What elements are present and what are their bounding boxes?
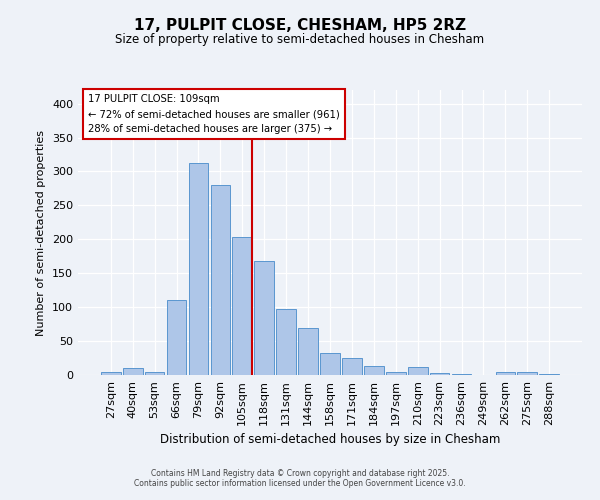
Bar [123, 368, 143, 375]
Text: Contains HM Land Registry data © Crown copyright and database right 2025.: Contains HM Land Registry data © Crown c… [151, 468, 449, 477]
Y-axis label: Number of semi-detached properties: Number of semi-detached properties [37, 130, 46, 336]
Bar [101, 372, 121, 375]
Bar [276, 308, 296, 375]
Bar [232, 236, 252, 375]
Bar [254, 261, 274, 375]
Bar [211, 185, 230, 375]
X-axis label: Distribution of semi-detached houses by size in Chesham: Distribution of semi-detached houses by … [160, 434, 500, 446]
Text: Contains public sector information licensed under the Open Government Licence v3: Contains public sector information licen… [134, 478, 466, 488]
Bar [408, 367, 428, 375]
Bar [145, 372, 164, 375]
Text: 17, PULPIT CLOSE, CHESHAM, HP5 2RZ: 17, PULPIT CLOSE, CHESHAM, HP5 2RZ [134, 18, 466, 32]
Bar [298, 328, 318, 375]
Bar [386, 372, 406, 375]
Bar [188, 164, 208, 375]
Text: Size of property relative to semi-detached houses in Chesham: Size of property relative to semi-detach… [115, 32, 485, 46]
Bar [364, 366, 384, 375]
Bar [320, 352, 340, 375]
Bar [430, 373, 449, 375]
Bar [517, 372, 537, 375]
Bar [167, 300, 187, 375]
Bar [342, 358, 362, 375]
Text: 17 PULPIT CLOSE: 109sqm
← 72% of semi-detached houses are smaller (961)
28% of s: 17 PULPIT CLOSE: 109sqm ← 72% of semi-de… [88, 94, 340, 134]
Bar [496, 372, 515, 375]
Bar [539, 374, 559, 375]
Bar [452, 374, 472, 375]
